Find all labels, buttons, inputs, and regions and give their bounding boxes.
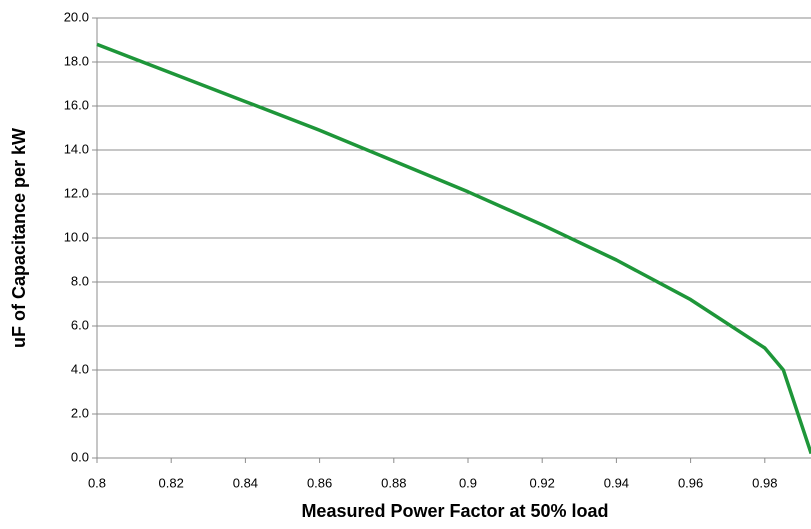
- x-tick-label: 0.9: [459, 475, 477, 490]
- y-tick-label: 8.0: [71, 273, 89, 288]
- x-axis-title: Measured Power Factor at 50% load: [301, 501, 608, 521]
- y-tick-label: 0.0: [71, 449, 89, 464]
- y-axis-title: uF of Capacitance per kW: [9, 128, 29, 348]
- y-tick-label: 6.0: [71, 317, 89, 332]
- y-tick-label: 20.0: [64, 9, 89, 24]
- y-tick-label: 2.0: [71, 405, 89, 420]
- x-tick-label: 0.86: [307, 475, 332, 490]
- x-tick-label: 0.84: [233, 475, 258, 490]
- y-tick-label: 12.0: [64, 185, 89, 200]
- y-tick-label: 4.0: [71, 361, 89, 376]
- x-tick-label: 0.94: [604, 475, 629, 490]
- x-tick-label: 0.96: [678, 475, 703, 490]
- y-tick-label: 16.0: [64, 97, 89, 112]
- y-tick-label: 14.0: [64, 141, 89, 156]
- y-tick-label: 10.0: [64, 229, 89, 244]
- line-series: [96, 42, 811, 455]
- x-tick-label: 0.92: [530, 475, 555, 490]
- x-tick-label: 0.82: [159, 475, 184, 490]
- x-tick-label: 0.8: [88, 475, 106, 490]
- y-tick-label: 18.0: [64, 53, 89, 68]
- x-tick-label: 0.88: [381, 475, 406, 490]
- x-tick-label: 0.98: [752, 475, 777, 490]
